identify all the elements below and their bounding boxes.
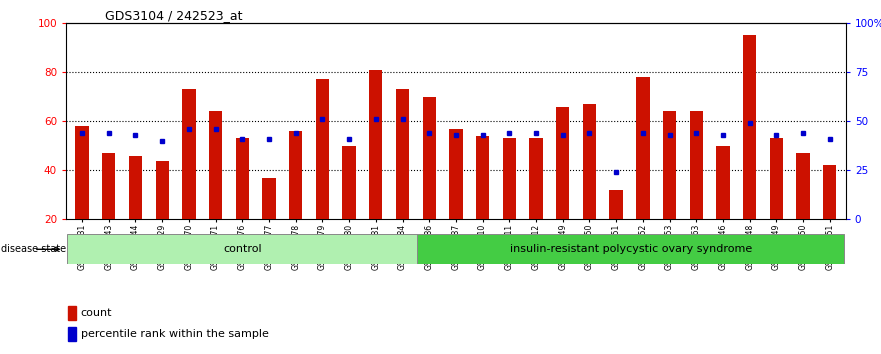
Bar [636, 77, 649, 269]
Bar [449, 129, 463, 269]
Bar [182, 89, 196, 269]
Bar [102, 153, 115, 269]
Bar [529, 138, 543, 269]
Text: percentile rank within the sample: percentile rank within the sample [81, 329, 269, 339]
Bar [743, 35, 756, 269]
Bar [68, 234, 418, 264]
Bar [129, 156, 142, 269]
Text: insulin-resistant polycystic ovary syndrome: insulin-resistant polycystic ovary syndr… [510, 244, 752, 254]
Bar [315, 80, 329, 269]
Bar [770, 138, 783, 269]
Bar [556, 107, 569, 269]
Bar [235, 138, 249, 269]
Bar [289, 131, 302, 269]
Bar [209, 112, 222, 269]
Bar [610, 190, 623, 269]
Bar [716, 146, 729, 269]
Text: count: count [81, 308, 112, 318]
Text: control: control [223, 244, 262, 254]
Bar [476, 136, 489, 269]
Bar [76, 126, 89, 269]
Bar [69, 306, 77, 320]
Bar [423, 97, 436, 269]
Text: disease state: disease state [2, 244, 66, 254]
Bar [156, 161, 169, 269]
Bar [663, 112, 677, 269]
Text: GDS3104 / 242523_at: GDS3104 / 242523_at [105, 9, 242, 22]
Bar [69, 327, 77, 341]
Bar [823, 165, 836, 269]
Bar [369, 70, 382, 269]
Bar [690, 112, 703, 269]
Bar [418, 234, 844, 264]
Bar [263, 178, 276, 269]
Bar [582, 104, 596, 269]
Bar [343, 146, 356, 269]
Bar [396, 89, 409, 269]
Bar [503, 138, 516, 269]
Bar [796, 153, 810, 269]
